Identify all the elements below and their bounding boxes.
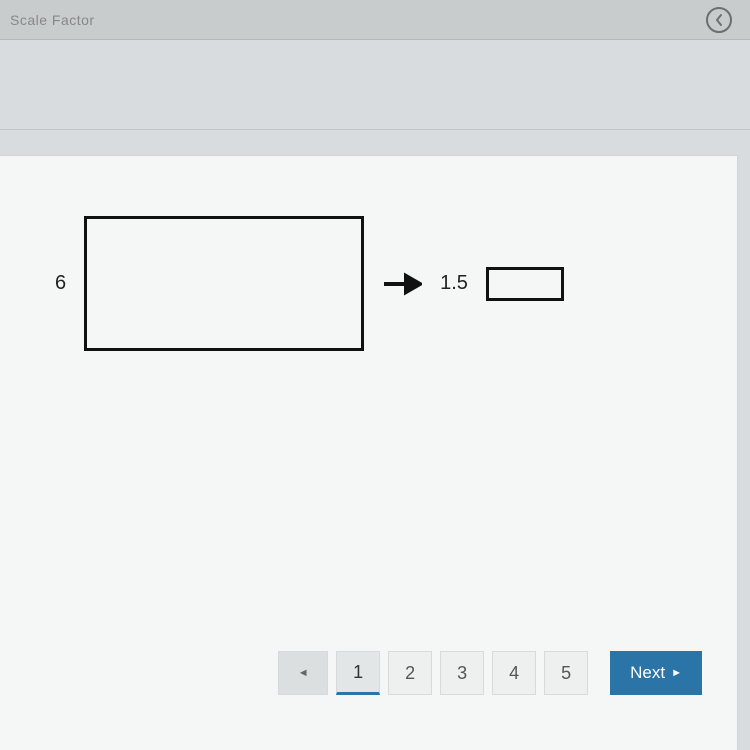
pagination: ◄ 1 2 3 4 5 Next ► <box>278 651 702 695</box>
header-strip <box>0 40 750 130</box>
back-button[interactable] <box>706 7 732 33</box>
top-bar: Scale Factor <box>0 0 750 40</box>
page-1-button[interactable]: 1 <box>336 651 380 695</box>
next-label: Next <box>630 663 665 683</box>
page-title-fragment: Scale Factor <box>10 12 95 28</box>
page-4-button[interactable]: 4 <box>492 651 536 695</box>
page-2-button[interactable]: 2 <box>388 651 432 695</box>
triangle-left-icon: ◄ <box>298 667 309 679</box>
content-card: 6 1.5 ◄ 1 2 3 4 5 Next ► <box>0 155 738 750</box>
large-rect-label: 6 <box>55 272 66 295</box>
small-rectangle <box>486 267 564 301</box>
arrow-icon <box>382 269 422 299</box>
page-3-button[interactable]: 3 <box>440 651 484 695</box>
large-rectangle <box>84 216 364 351</box>
prev-button[interactable]: ◄ <box>278 651 328 695</box>
triangle-right-icon: ► <box>671 667 682 679</box>
scale-diagram: 6 1.5 <box>55 216 712 351</box>
chevron-left-icon <box>714 13 724 27</box>
page-5-button[interactable]: 5 <box>544 651 588 695</box>
next-button[interactable]: Next ► <box>610 651 702 695</box>
small-rect-label: 1.5 <box>440 272 468 295</box>
